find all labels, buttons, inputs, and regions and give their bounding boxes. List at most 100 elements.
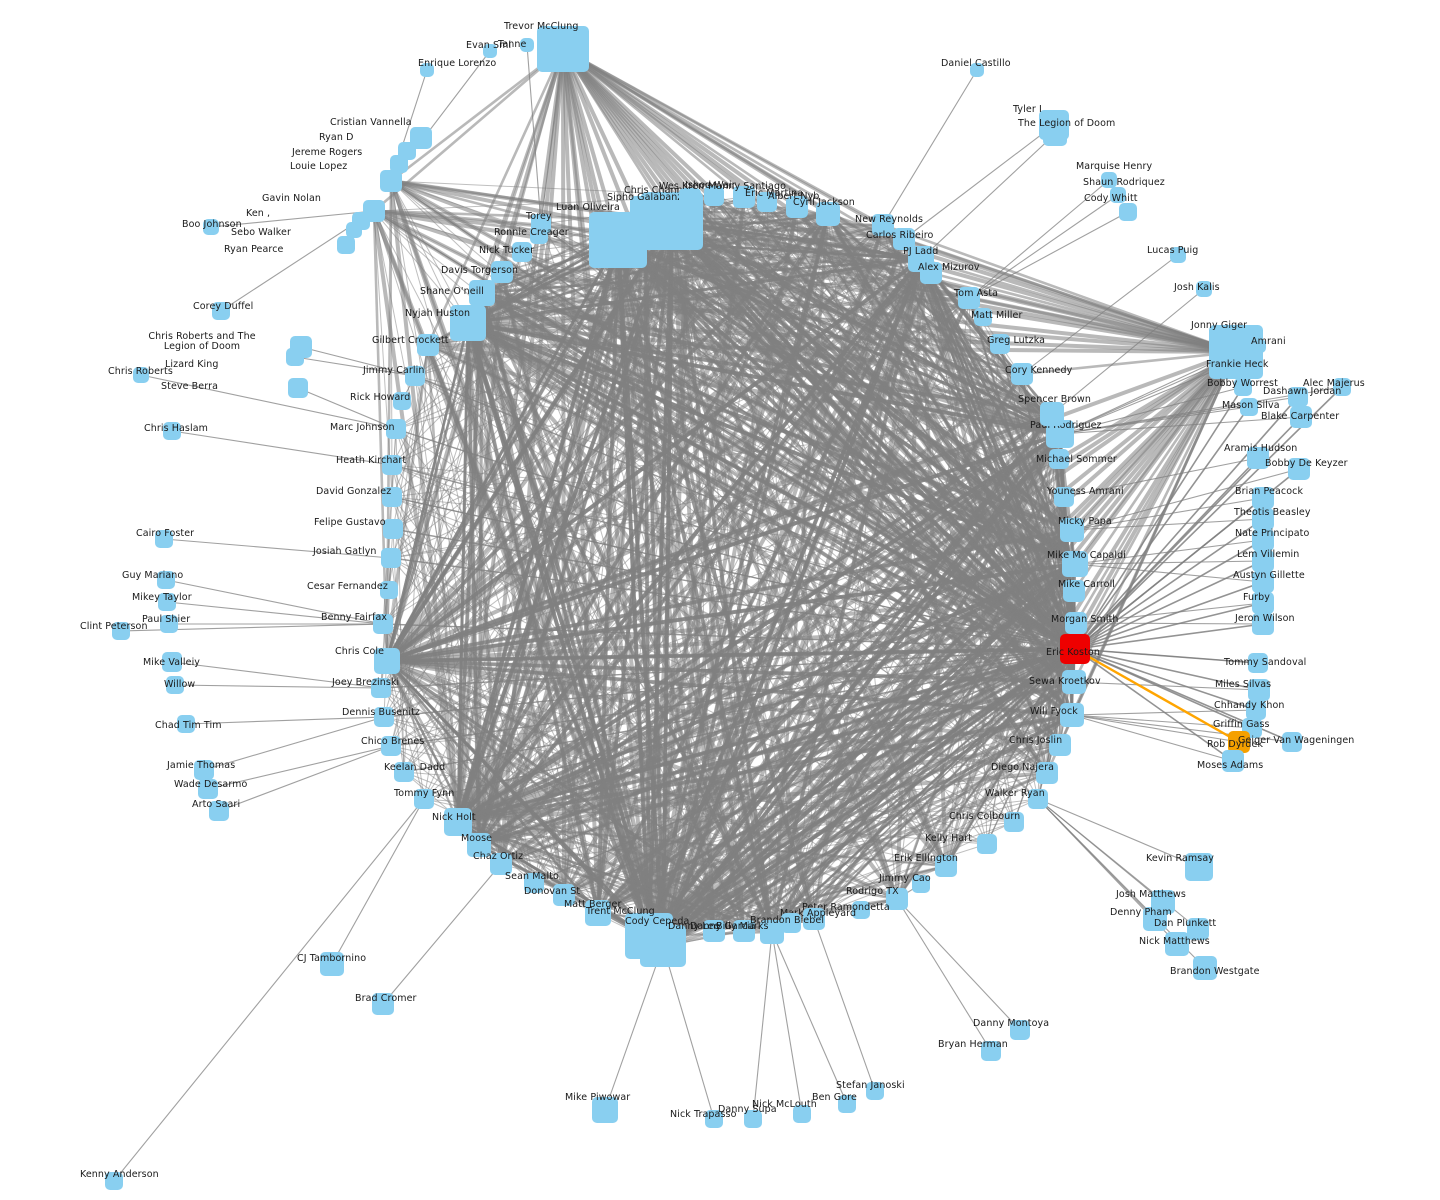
graph-node[interactable] — [337, 236, 355, 254]
graph-node[interactable] — [703, 920, 725, 942]
graph-node[interactable] — [733, 920, 755, 942]
graph-node[interactable] — [1234, 378, 1252, 396]
graph-node[interactable] — [383, 519, 403, 539]
graph-node[interactable] — [158, 593, 176, 611]
graph-node[interactable] — [1062, 670, 1086, 694]
graph-node[interactable] — [893, 228, 915, 250]
graph-node[interactable] — [1247, 447, 1269, 469]
graph-node[interactable] — [1101, 172, 1117, 188]
graph-node[interactable] — [288, 378, 308, 398]
graph-node[interactable] — [1143, 907, 1167, 931]
graph-node[interactable] — [155, 530, 173, 548]
graph-node[interactable] — [194, 760, 214, 780]
graph-node[interactable] — [417, 334, 439, 356]
graph-node[interactable] — [1196, 281, 1212, 297]
graph-node[interactable] — [744, 1110, 762, 1128]
graph-node[interactable] — [981, 1041, 1001, 1061]
graph-node[interactable] — [382, 487, 402, 507]
graph-node[interactable] — [786, 196, 808, 218]
graph-node[interactable] — [524, 873, 544, 893]
graph-node[interactable] — [1193, 956, 1217, 980]
graph-node[interactable] — [390, 155, 408, 173]
graph-node[interactable] — [1252, 550, 1274, 572]
graph-node[interactable] — [450, 305, 486, 341]
graph-node[interactable] — [490, 853, 512, 875]
graph-node[interactable] — [974, 308, 992, 326]
graph-node[interactable] — [585, 900, 611, 926]
graph-node[interactable] — [198, 779, 218, 799]
graph-node[interactable] — [1060, 703, 1084, 727]
graph-node[interactable] — [1252, 592, 1274, 614]
graph-node[interactable] — [346, 222, 362, 238]
graph-node[interactable] — [374, 707, 394, 727]
graph-node[interactable] — [163, 422, 181, 440]
graph-node[interactable] — [1252, 571, 1274, 593]
graph-node[interactable] — [157, 571, 175, 589]
graph-node[interactable] — [467, 833, 491, 857]
graph-node[interactable] — [382, 455, 402, 475]
graph-node[interactable] — [705, 1110, 723, 1128]
graph-node[interactable] — [912, 875, 930, 893]
graph-node[interactable] — [491, 261, 513, 283]
graph-node[interactable] — [203, 219, 219, 235]
graph-node[interactable] — [381, 736, 401, 756]
graph-node[interactable] — [469, 280, 495, 306]
graph-node[interactable] — [592, 1097, 618, 1123]
graph-node[interactable] — [852, 901, 870, 919]
graph-node[interactable] — [1290, 406, 1312, 428]
graph-node[interactable] — [520, 38, 534, 52]
graph-node[interactable] — [1252, 339, 1266, 353]
graph-node[interactable] — [320, 952, 344, 976]
graph-node[interactable] — [1060, 634, 1090, 664]
graph-node[interactable] — [733, 186, 755, 208]
graph-node[interactable] — [1252, 613, 1274, 635]
graph-node[interactable] — [1028, 789, 1048, 809]
graph-node[interactable] — [1040, 402, 1064, 426]
graph-node[interactable] — [1054, 487, 1074, 507]
graph-node[interactable] — [1222, 750, 1244, 772]
graph-node[interactable] — [381, 548, 401, 568]
graph-node[interactable] — [1063, 580, 1085, 602]
graph-node[interactable] — [444, 808, 472, 836]
graph-node[interactable] — [1228, 731, 1250, 753]
graph-node[interactable] — [1011, 363, 1033, 385]
graph-node[interactable] — [1110, 187, 1126, 203]
graph-node[interactable] — [1248, 653, 1268, 673]
graph-node[interactable] — [1036, 762, 1058, 784]
graph-node[interactable] — [1288, 458, 1310, 480]
graph-node[interactable] — [760, 920, 784, 944]
graph-node[interactable] — [1246, 700, 1266, 720]
graph-node[interactable] — [1187, 918, 1209, 940]
graph-node[interactable] — [1248, 679, 1270, 701]
graph-node[interactable] — [372, 993, 394, 1015]
graph-node[interactable] — [414, 789, 434, 809]
graph-node[interactable] — [757, 192, 777, 212]
graph-node[interactable] — [977, 834, 997, 854]
graph-node[interactable] — [958, 287, 980, 309]
graph-node[interactable] — [394, 762, 414, 782]
graph-node[interactable] — [483, 44, 497, 58]
graph-node[interactable] — [1288, 387, 1308, 407]
graph-node[interactable] — [405, 366, 425, 386]
graph-node[interactable] — [160, 615, 178, 633]
graph-node[interactable] — [177, 715, 195, 733]
graph-node[interactable] — [803, 908, 825, 930]
graph-node[interactable] — [1282, 732, 1302, 752]
graph-node[interactable] — [105, 1172, 123, 1190]
graph-node[interactable] — [373, 614, 393, 634]
graph-node[interactable] — [1062, 551, 1088, 577]
graph-node[interactable] — [133, 367, 149, 383]
graph-node[interactable] — [386, 419, 406, 439]
graph-node[interactable] — [1165, 932, 1189, 956]
graph-node[interactable] — [1004, 812, 1024, 832]
graph-node[interactable] — [781, 913, 801, 933]
graph-node[interactable] — [512, 242, 532, 262]
graph-node[interactable] — [630, 196, 660, 226]
graph-node[interactable] — [209, 801, 229, 821]
graph-node[interactable] — [112, 622, 130, 640]
graph-node[interactable] — [371, 678, 391, 698]
graph-node[interactable] — [1049, 449, 1069, 469]
graph-node[interactable] — [1252, 487, 1274, 509]
graph-node[interactable] — [410, 127, 432, 149]
graph-node[interactable] — [872, 214, 894, 236]
